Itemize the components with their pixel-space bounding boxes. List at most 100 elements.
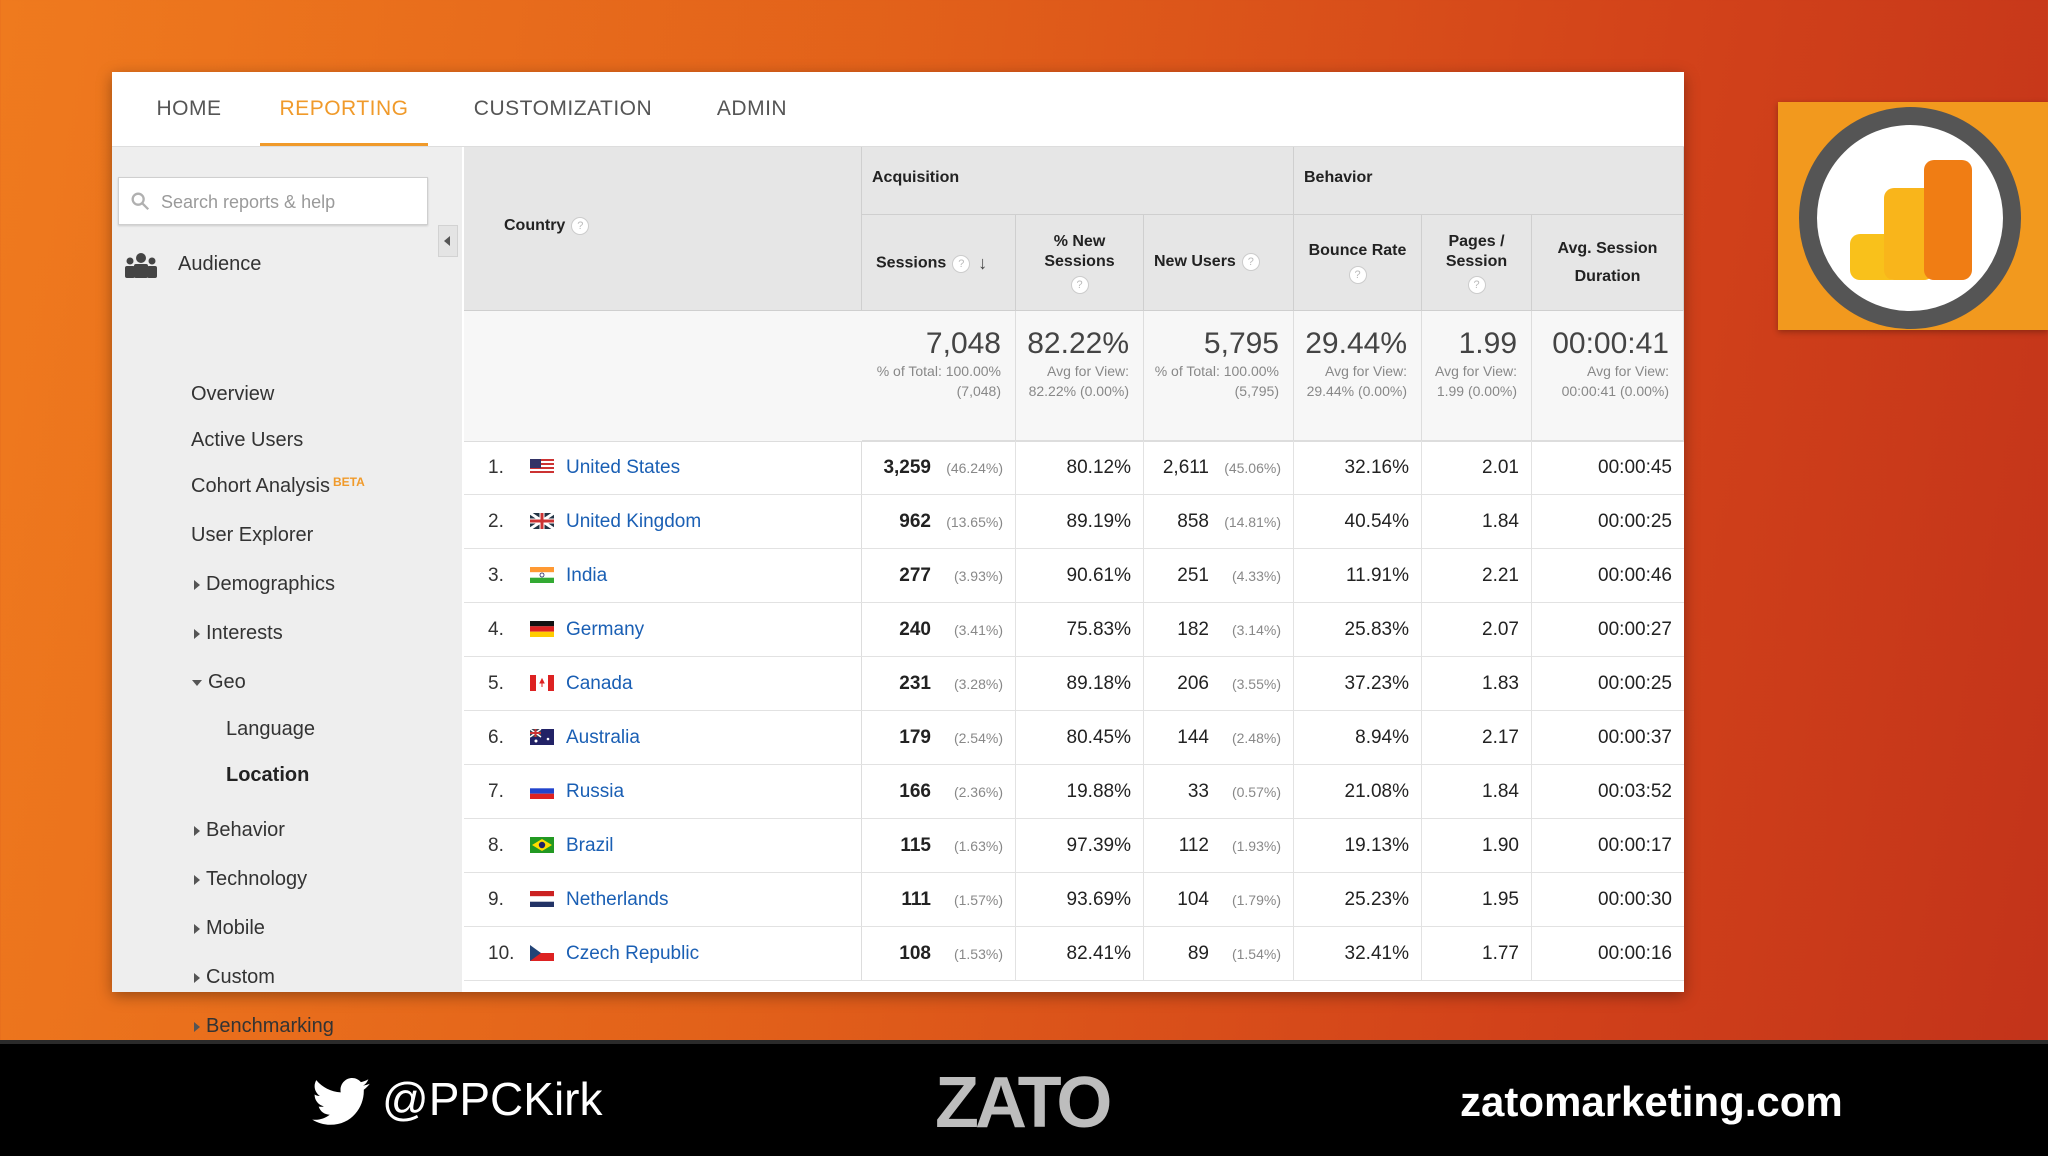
sidebar-item-mobile[interactable]: Mobile <box>194 917 265 940</box>
cell-avg-session-duration: 00:00:17 <box>1598 835 1672 856</box>
country-link[interactable]: Netherlands <box>566 889 669 910</box>
new-users-value: 144 <box>1177 727 1209 748</box>
col-header-sessions[interactable]: Sessions? ↓ <box>862 215 1016 311</box>
cell-country: 3. India <box>464 549 862 602</box>
col-header-new-users[interactable]: New Users? <box>1144 215 1294 311</box>
new-users-percent: (4.33%) <box>1231 568 1281 584</box>
nl-flag-icon <box>530 891 554 907</box>
country-link[interactable]: United Kingdom <box>566 511 702 532</box>
cell-new-users: 182 (3.14%) <box>1144 603 1294 656</box>
cell-new-users: 2,611 (45.06%) <box>1144 441 1294 494</box>
cell-avg-session-duration: 00:00:30 <box>1598 889 1672 910</box>
sessions-percent: (3.41%) <box>953 622 1003 638</box>
help-icon[interactable]: ? <box>571 217 590 235</box>
sidebar-item-active-users[interactable]: Active Users <box>191 429 304 451</box>
tab-admin[interactable]: ADMIN <box>716 97 788 120</box>
cell-new-sessions: 89.19% <box>1016 495 1144 548</box>
sidebar-item-user-explorer[interactable]: User Explorer <box>191 524 314 546</box>
cell-avg-session-duration: 00:03:52 <box>1598 781 1672 802</box>
cell-new-users: 104 (1.79%) <box>1144 873 1294 926</box>
search-icon <box>131 192 150 211</box>
table-row: 10. Czech Republic 108 (1.53%) 82.41% 89 (1.54… <box>464 927 1684 981</box>
country-link[interactable]: Russia <box>566 781 625 802</box>
tab-customization[interactable]: CUSTOMIZATION <box>473 97 653 120</box>
help-icon[interactable]: ? <box>952 254 971 273</box>
sidebar-item-behavior[interactable]: Behavior <box>194 819 285 842</box>
total-avg-session-duration: 00:00:41 Avg for View: 00:00:41 (0.00%) <box>1532 311 1684 441</box>
total-sessions: 7,048 % of Total: 100.00% (7,048) <box>862 311 1016 441</box>
cell-new-users: 144 (2.48%) <box>1144 711 1294 764</box>
cell-country: 7. Russia <box>464 765 862 818</box>
total-subtext: Avg for View: 00:00:41 (0.00%) <box>1561 363 1669 399</box>
col-header-bounce-rate[interactable]: Bounce Rate? <box>1294 215 1422 311</box>
sort-descending-icon[interactable]: ↓ <box>978 253 988 273</box>
col-header-country[interactable]: Country? <box>464 147 862 311</box>
help-icon[interactable]: ? <box>1348 265 1367 284</box>
audience-section[interactable]: Audience <box>178 253 262 275</box>
search-input[interactable] <box>159 186 423 218</box>
expand-arrow-icon <box>194 1021 200 1032</box>
cell-pages-session: 2.21 <box>1422 549 1532 602</box>
cell-avg-session-duration: 00:00:37 <box>1598 727 1672 748</box>
cell-avg-session-duration: 00:00:25 <box>1598 673 1672 694</box>
cell-new-sessions: 75.83% <box>1016 603 1144 656</box>
sessions-percent: (2.54%) <box>953 730 1003 746</box>
cell-new-users: 33 (0.57%) <box>1144 765 1294 818</box>
cell-new-users: 89 (1.54%) <box>1144 927 1294 980</box>
expand-arrow-icon <box>194 579 200 590</box>
country-link[interactable]: India <box>566 565 608 586</box>
col-header-pages-session[interactable]: Pages / Session? <box>1422 215 1532 311</box>
row-rank: 3. <box>488 565 504 586</box>
search-box[interactable] <box>118 177 428 225</box>
column-title: Bounce Rate <box>1308 241 1407 259</box>
row-rank: 6. <box>488 727 504 748</box>
help-icon[interactable]: ? <box>1241 253 1260 271</box>
column-title: New Users <box>1154 253 1236 271</box>
tab-reporting[interactable]: REPORTING <box>260 72 428 146</box>
sidebar-item-technology[interactable]: Technology <box>194 868 307 891</box>
sidebar-item-custom[interactable]: Custom <box>194 966 275 989</box>
sessions-value: 962 <box>899 511 931 532</box>
sidebar-item-demographics[interactable]: Demographics <box>194 573 335 596</box>
sidebar-item-label: Demographics <box>206 573 335 595</box>
col-header-new-sessions[interactable]: % New Sessions? <box>1016 215 1144 311</box>
cell-pages-session: 1.77 <box>1422 927 1532 980</box>
sidebar-item-label: Geo <box>208 671 246 693</box>
total-subtext: Avg for View: 82.22% (0.00%) <box>1028 363 1129 399</box>
new-users-value: 2,611 <box>1162 457 1209 478</box>
help-icon[interactable]: ? <box>1467 275 1486 294</box>
tab-home[interactable]: HOME <box>156 97 222 120</box>
cell-sessions: 179 (2.54%) <box>862 711 1016 764</box>
cell-avg-session-duration: 00:00:45 <box>1598 457 1672 478</box>
country-link[interactable]: Czech Republic <box>566 943 700 964</box>
col-header-avg-session-duration[interactable]: Avg. Session Duration <box>1532 215 1684 311</box>
cell-new-sessions: 89.18% <box>1016 657 1144 710</box>
cell-bounce-rate: 40.54% <box>1294 495 1422 548</box>
country-link[interactable]: Germany <box>566 619 645 640</box>
website-url: zatomarketing.com <box>1460 1078 1843 1125</box>
twitter-handle: @PPCKirk <box>382 1073 603 1125</box>
help-icon[interactable]: ? <box>1070 275 1089 294</box>
expand-arrow-icon <box>194 923 200 934</box>
country-link[interactable]: Brazil <box>566 835 614 856</box>
cell-country: 4. Germany <box>464 603 862 656</box>
table-row: 1. United States 3,259 (46.24%) 80.12% 2,611 (… <box>464 441 1684 495</box>
total-value: 29.44% <box>1305 327 1407 360</box>
sidebar-item-interests[interactable]: Interests <box>194 622 283 645</box>
country-link[interactable]: Australia <box>566 727 640 748</box>
table-row: 4. Germany 240 (3.41%) 75.83% 182 (3.14%) 25.83… <box>464 603 1684 657</box>
sidebar-item-geo[interactable]: Geo <box>192 671 246 694</box>
new-users-percent: (2.48%) <box>1231 730 1281 746</box>
sidebar-item-location[interactable]: Location <box>226 764 310 786</box>
country-link[interactable]: Canada <box>566 673 633 694</box>
sidebar-item-benchmarking[interactable]: Benchmarking <box>194 1015 334 1038</box>
sidebar-item-label: Cohort Analysis <box>191 475 330 497</box>
sidebar-item-overview[interactable]: Overview <box>191 383 275 405</box>
sidebar-item-cohort-analysis[interactable]: Cohort Analysis BETA <box>191 475 365 498</box>
cell-pages-session: 1.95 <box>1422 873 1532 926</box>
country-link[interactable]: United States <box>566 457 681 478</box>
collapse-sidebar-button[interactable] <box>438 225 458 257</box>
column-title: % New Sessions <box>1044 232 1115 270</box>
footer-bar: @PPCKirk ZATO zatomarketing.com <box>0 1040 2048 1156</box>
sidebar-item-language[interactable]: Language <box>226 718 315 740</box>
